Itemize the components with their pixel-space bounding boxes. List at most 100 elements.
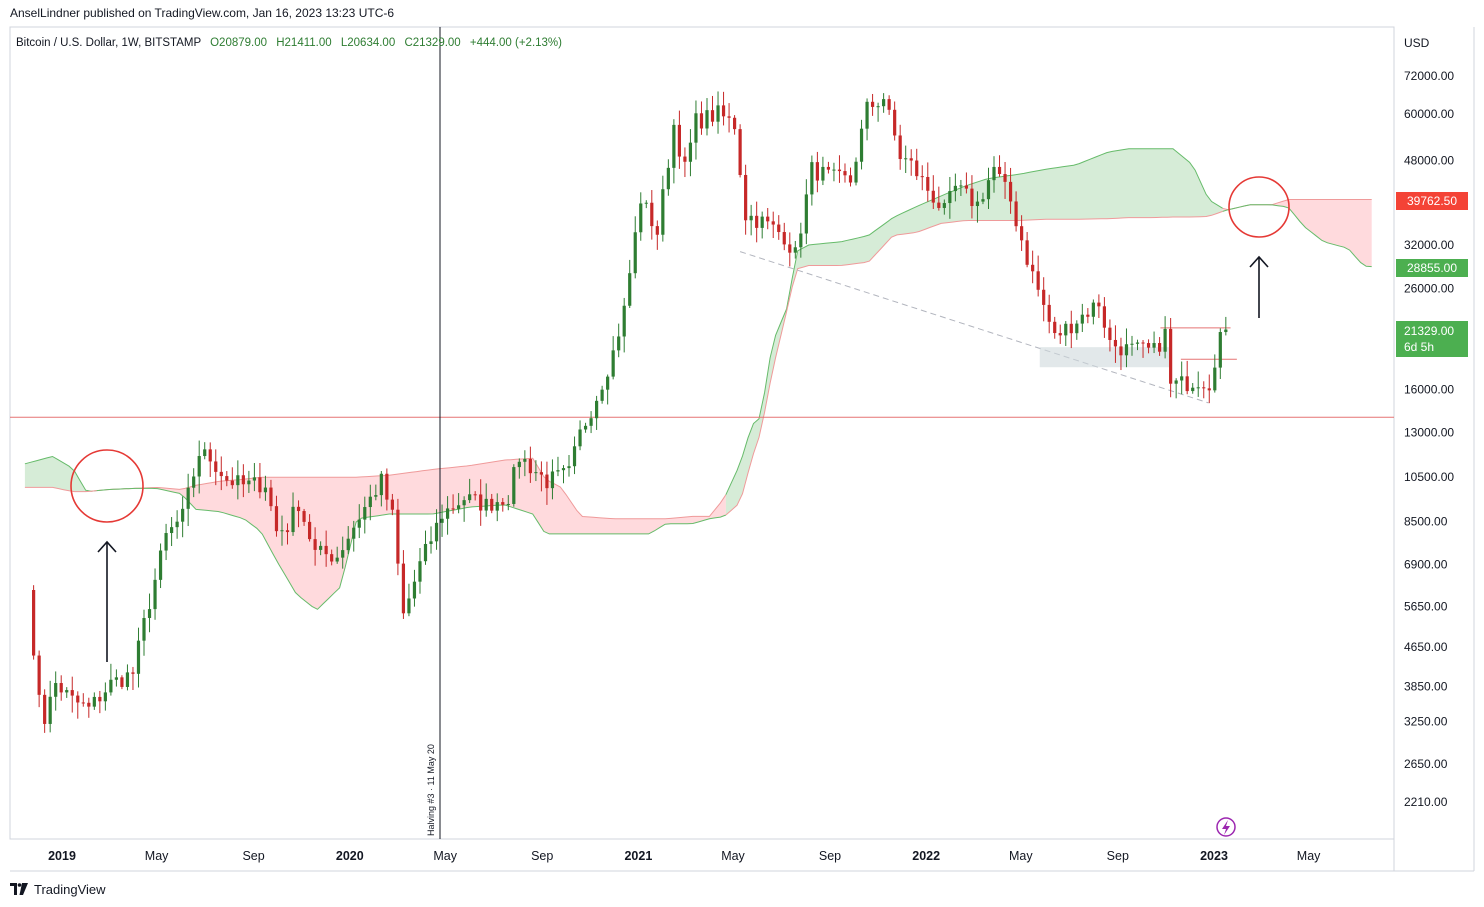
candle-down — [269, 479, 273, 512]
candle-body — [1102, 306, 1106, 328]
candle-up — [904, 145, 908, 173]
candle-down — [230, 467, 234, 489]
candle-down — [837, 155, 842, 183]
candle-body — [583, 425, 588, 430]
candle-up — [688, 129, 693, 177]
candle-down — [898, 124, 902, 170]
candle-up — [821, 156, 825, 186]
candle-up — [606, 374, 610, 405]
cloud-span-a-line — [96, 457, 727, 520]
candle-down — [70, 676, 74, 713]
candle-up — [335, 546, 339, 564]
candle-body — [882, 99, 886, 107]
cloud-bullish-segment — [725, 148, 1223, 515]
candle-down — [1053, 316, 1057, 339]
candle-body — [534, 472, 538, 474]
candle-up — [445, 496, 450, 535]
candle-body — [1191, 387, 1195, 392]
candle-body — [490, 498, 494, 511]
candle-down — [1014, 191, 1018, 232]
candle-up — [457, 493, 461, 514]
lightning-icon[interactable] — [1216, 817, 1236, 837]
candle-body — [606, 376, 610, 390]
candle-up — [484, 483, 488, 517]
candle-up — [109, 663, 113, 696]
candle-up — [423, 530, 428, 565]
candle-body — [37, 655, 41, 695]
candle-down — [451, 494, 455, 514]
candle-down — [677, 110, 681, 169]
candle-body — [550, 471, 555, 489]
candle-up — [799, 222, 803, 258]
candle-body — [1113, 339, 1118, 347]
arrow-up-left-head — [97, 540, 117, 553]
candle-body — [158, 550, 163, 580]
candle-body — [716, 105, 720, 122]
candle-up — [440, 504, 444, 537]
candle-up — [639, 192, 643, 241]
candle-down — [258, 463, 262, 499]
candle-body — [926, 176, 930, 191]
chart-pane[interactable] — [9, 26, 1395, 840]
candle-down — [302, 508, 306, 526]
candle-down — [1207, 374, 1211, 404]
candle-down — [1146, 339, 1151, 354]
candle-up — [374, 484, 378, 501]
highlight-circle-right[interactable] — [1228, 176, 1290, 238]
candle-body — [556, 470, 560, 472]
candle-down — [964, 172, 969, 194]
candle-body — [1174, 380, 1178, 384]
candle-body — [76, 695, 80, 703]
candle-body — [1031, 264, 1035, 272]
candle-down — [528, 446, 532, 483]
candle-body — [931, 190, 935, 203]
candle-down — [219, 456, 223, 491]
footer-brand[interactable]: TradingView — [10, 880, 106, 898]
candle-body — [330, 554, 334, 562]
candle-down — [545, 461, 549, 505]
candle-up — [319, 541, 323, 556]
candle-down — [766, 208, 770, 230]
candle-body — [484, 498, 488, 511]
highlight-circle-left[interactable] — [70, 449, 144, 523]
candle-body — [1202, 387, 1206, 389]
dashed-trendline[interactable] — [739, 251, 1209, 404]
candle-body — [48, 696, 52, 724]
candle-up — [517, 458, 521, 479]
candle-up — [192, 468, 196, 498]
candle-down — [937, 186, 941, 211]
candle-body — [854, 161, 858, 183]
support-zone-box[interactable] — [1039, 347, 1170, 368]
candle-body — [788, 244, 792, 253]
cloud-top-label: 39762.50 — [1407, 194, 1457, 208]
candle-body — [1042, 289, 1046, 305]
time-tick-label: Sep — [1107, 849, 1129, 863]
candle-body — [898, 135, 902, 160]
candle-body — [302, 511, 306, 522]
candle-down — [1157, 337, 1162, 356]
cloud-bearish-segment — [96, 458, 726, 610]
candle-body — [766, 216, 770, 222]
candle-body — [457, 505, 461, 509]
candle-body — [810, 162, 814, 195]
candle-body — [617, 336, 621, 351]
candle-body — [688, 142, 693, 162]
candle-down — [385, 468, 389, 511]
candle-down — [848, 167, 853, 187]
candle-up — [583, 422, 588, 433]
candle-down — [755, 201, 759, 243]
candle-body — [280, 530, 284, 532]
price-tick-label: 13000.00 — [1404, 426, 1454, 440]
candle-up — [506, 495, 510, 511]
candle-body — [672, 124, 676, 168]
candle-up — [125, 664, 130, 691]
candle-down — [1202, 381, 1206, 399]
candle-body — [423, 543, 428, 562]
candle-up — [975, 191, 980, 223]
candle-body — [125, 672, 130, 687]
candle-down — [76, 691, 80, 719]
candle-up — [512, 464, 516, 507]
candle-up — [352, 520, 356, 552]
candle-body — [804, 194, 808, 234]
legend-high: H21411.00 — [276, 37, 331, 49]
